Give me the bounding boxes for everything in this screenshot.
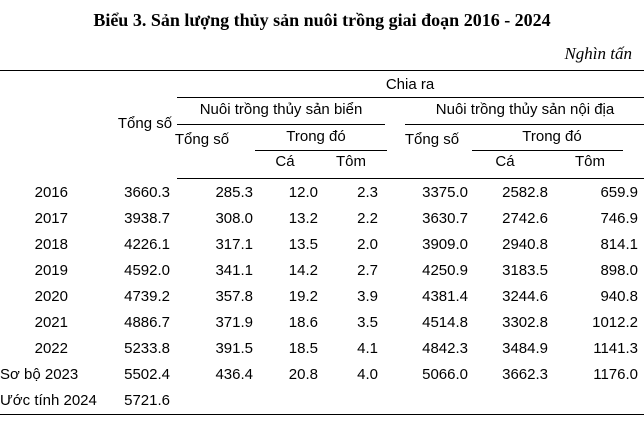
header-inland-ca: Cá xyxy=(495,153,515,170)
value-cell: 5233.8 xyxy=(124,340,170,358)
marine-group-underline-rule xyxy=(177,124,385,125)
value-cell: 436.4 xyxy=(215,366,253,384)
value-cell: 285.3 xyxy=(215,183,253,201)
value-cell: 4250.9 xyxy=(422,261,468,279)
value-cell: 3660.3 xyxy=(124,183,170,201)
value-cell: 5066.0 xyxy=(422,366,468,384)
value-cell: 3938.7 xyxy=(124,209,170,227)
value-cell: 4886.7 xyxy=(124,314,170,332)
inland-trong-do-underline-rule xyxy=(472,150,623,151)
row-label: 2016 xyxy=(34,183,68,201)
value-cell: 4739.2 xyxy=(124,287,170,305)
value-cell: 4514.8 xyxy=(422,314,468,332)
header-inland-group: Nuôi trồng thủy sản nội địa xyxy=(435,101,615,118)
value-cell: 317.1 xyxy=(215,235,253,253)
value-cell: 4.0 xyxy=(357,366,378,384)
value-cell: 5721.6 xyxy=(124,392,170,410)
value-cell: 1141.3 xyxy=(593,340,638,358)
chia-ra-underline-rule xyxy=(177,97,644,98)
table-row: Ước tính 2024 5721.6 xyxy=(0,388,644,414)
value-cell: 19.2 xyxy=(288,287,318,305)
value-cell: 1176.0 xyxy=(593,366,638,384)
value-cell: 2940.8 xyxy=(502,235,548,253)
header-bottom-rule xyxy=(177,178,644,179)
row-label: 2017 xyxy=(34,209,68,227)
value-cell: 14.2 xyxy=(288,261,318,279)
header-chia-ra: Chia ra xyxy=(385,76,435,93)
header-marine-group: Nuôi trồng thủy sản biển xyxy=(199,101,363,118)
row-label: Ước tính 2024 xyxy=(0,392,97,410)
table-row: 2018 4226.1 317.1 13.5 2.0 3909.0 2940.8 814.1 xyxy=(0,231,644,257)
header-marine-ca: Cá xyxy=(275,153,295,170)
value-cell: 814.1 xyxy=(600,235,638,253)
value-cell: 4842.3 xyxy=(422,340,468,358)
value-cell: 2582.8 xyxy=(502,183,548,201)
value-cell: 2.7 xyxy=(357,261,378,279)
table-top-rule xyxy=(0,70,644,71)
header-inland-trong-do: Trong đó xyxy=(522,128,582,145)
value-cell: 2.2 xyxy=(357,209,378,227)
table-title: Biểu 3. Sản lượng thủy sản nuôi trồng gi… xyxy=(93,10,551,30)
header-inland-total: Tổng số xyxy=(404,131,460,148)
value-cell: 3302.8 xyxy=(502,314,548,332)
value-cell: 308.0 xyxy=(215,209,253,227)
value-cell: 13.2 xyxy=(288,209,318,227)
header-inland-tom: Tôm xyxy=(575,153,605,170)
value-cell: 3484.9 xyxy=(502,340,548,358)
value-cell: 357.8 xyxy=(215,287,253,305)
value-cell: 3662.3 xyxy=(502,366,548,384)
row-label: 2020 xyxy=(34,287,68,305)
header-marine-total: Tổng số xyxy=(174,131,230,148)
value-cell: 659.9 xyxy=(600,183,638,201)
value-cell: 4.1 xyxy=(357,340,378,358)
row-label: 2022 xyxy=(34,340,68,358)
value-cell: 2.0 xyxy=(357,235,378,253)
value-cell: 3375.0 xyxy=(422,183,468,201)
unit-label: Nghìn tấn xyxy=(564,44,632,63)
marine-trong-do-underline-rule xyxy=(255,150,387,151)
row-label: 2019 xyxy=(34,261,68,279)
table-row: 2019 4592.0 341.1 14.2 2.7 4250.9 3183.5 898.0 xyxy=(0,257,644,283)
table-row: 2017 3938.7 308.0 13.2 2.2 3630.7 2742.6 746.9 xyxy=(0,205,644,231)
value-cell: 2.3 xyxy=(357,183,378,201)
value-cell: 3244.6 xyxy=(502,287,548,305)
row-label: Sơ bộ 2023 xyxy=(0,366,79,384)
value-cell: 18.5 xyxy=(288,340,318,358)
table-bottom-rule xyxy=(0,414,644,415)
value-cell: 5502.4 xyxy=(124,366,170,384)
header-marine-tom: Tôm xyxy=(336,153,366,170)
value-cell: 20.8 xyxy=(288,366,318,384)
table-row: 2022 5233.8 391.5 18.5 4.1 4842.3 3484.9 1141.3 xyxy=(0,336,644,362)
value-cell: 1012.2 xyxy=(592,314,638,332)
value-cell: 18.6 xyxy=(288,314,318,332)
value-cell: 4381.4 xyxy=(422,287,468,305)
value-cell: 4226.1 xyxy=(124,235,170,253)
table-row: 2021 4886.7 371.9 18.6 3.5 4514.8 3302.8 1012.2 xyxy=(0,309,644,335)
value-cell: 940.8 xyxy=(600,287,638,305)
value-cell: 3183.5 xyxy=(502,261,548,279)
value-cell: 4592.0 xyxy=(124,261,170,279)
value-cell: 746.9 xyxy=(600,209,638,227)
row-label: 2021 xyxy=(34,314,68,332)
table-row: Sơ bộ 2023 5502.4 436.4 20.8 4.0 5066.0 3662.3… xyxy=(0,362,644,388)
value-cell: 13.5 xyxy=(288,235,318,253)
value-cell: 371.9 xyxy=(215,314,253,332)
value-cell: 898.0 xyxy=(600,261,638,279)
value-cell: 3630.7 xyxy=(422,209,468,227)
value-cell: 391.5 xyxy=(215,340,253,358)
value-cell: 12.0 xyxy=(288,183,318,201)
row-label: 2018 xyxy=(34,235,68,253)
header-grand-total: Tổng số xyxy=(117,115,173,132)
table-body: 2016 3660.3 285.3 12.0 2.3 3375.0 2582.8 659.9 2… xyxy=(0,179,644,414)
value-cell: 341.1 xyxy=(215,261,253,279)
inland-group-underline-rule xyxy=(405,124,644,125)
value-cell: 2742.6 xyxy=(502,209,548,227)
value-cell: 3909.0 xyxy=(422,235,468,253)
value-cell: 3.5 xyxy=(357,314,378,332)
value-cell: 3.9 xyxy=(357,287,378,305)
header-marine-trong-do: Trong đó xyxy=(286,128,346,145)
table-row: 2016 3660.3 285.3 12.0 2.3 3375.0 2582.8 659.9 xyxy=(0,179,644,205)
table-row: 2020 4739.2 357.8 19.2 3.9 4381.4 3244.6 940.8 xyxy=(0,283,644,309)
